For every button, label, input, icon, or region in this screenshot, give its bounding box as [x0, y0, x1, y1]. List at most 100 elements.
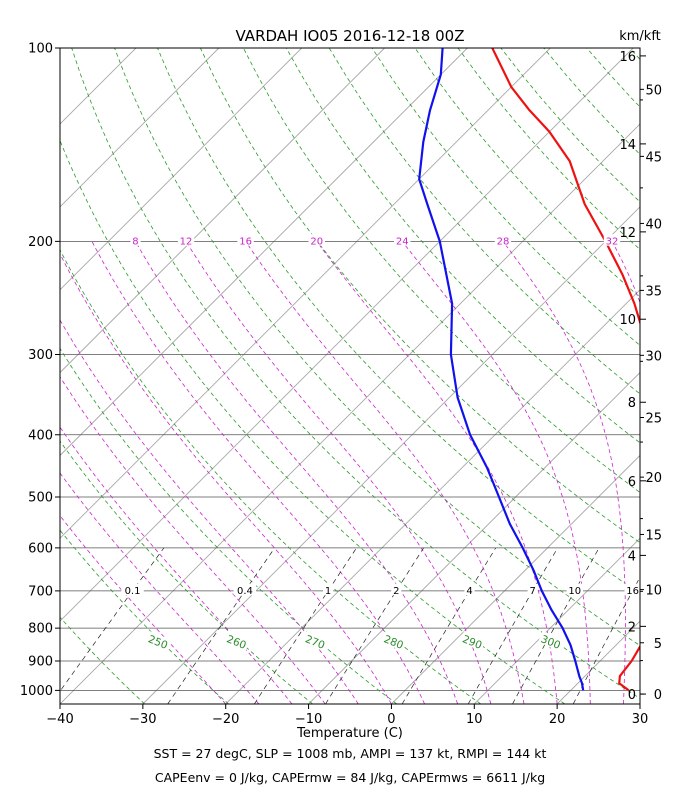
pressure-tick-label: 300: [28, 348, 53, 363]
mixing-ratio-label: 10: [566, 583, 583, 597]
plot-area: [0, 48, 700, 704]
moist-adiabat-line: [316, 241, 558, 704]
svg-text:4: 4: [466, 586, 472, 597]
moist-adiabat-label: 24: [394, 234, 411, 247]
svg-text:24: 24: [396, 236, 409, 247]
isotherm-line: [60, 48, 220, 208]
dry-adiabat-line: [60, 248, 482, 704]
plot-frame: [59, 47, 641, 705]
isotherm-line: [473, 537, 640, 704]
pressure-tick-label: 700: [28, 584, 53, 599]
temperature-profile: [491, 48, 640, 692]
moist-adiabat-line: [401, 241, 591, 704]
dry-adiabat-line: [60, 440, 313, 704]
dry-adiabat-line: [60, 347, 397, 704]
pressure-tick-label: 600: [28, 541, 53, 556]
temperature-tick-label: −20: [212, 712, 239, 727]
isotherm-line: [308, 371, 640, 704]
svg-text:7: 7: [529, 586, 535, 597]
svg-text:32: 32: [606, 236, 619, 247]
svg-text:0.1: 0.1: [125, 586, 141, 597]
kft-tick-label: 25: [645, 411, 662, 426]
svg-text:300: 300: [539, 633, 562, 652]
km-tick-label: 14: [619, 138, 636, 153]
dry-adiabat-line: [114, 48, 640, 647]
dry-adiabat-line: [60, 616, 145, 704]
isotherm-line: [60, 48, 385, 374]
kft-tick-label: 45: [645, 150, 662, 165]
moist-adiabat-line: [60, 426, 293, 704]
dry-adiabat-line: [285, 48, 640, 444]
svg-text:28: 28: [497, 236, 510, 247]
km-tick-label: 10: [619, 313, 636, 328]
pressure-tick-label: 800: [28, 622, 53, 637]
mixing-ratio-label: 4: [464, 583, 475, 597]
temperature-tick-label: −30: [129, 712, 156, 727]
dry-adiabat-line: [673, 48, 700, 704]
pressure-tick-label: 900: [28, 654, 53, 669]
moist-adiabat-label: 12: [177, 234, 195, 247]
isotherm-line: [142, 206, 640, 704]
km-tick-label: 16: [619, 50, 636, 65]
dry-adiabat-line: [200, 48, 640, 544]
dry-adiabat-label: 260: [223, 630, 251, 652]
footer-line-2: CAPEenv = 0 J/kg, CAPErmw = 84 J/kg, CAP…: [154, 770, 546, 785]
dry-adiabat-line: [371, 48, 640, 346]
temperature-tick-label: −40: [46, 712, 73, 727]
right-axis-label: km/kft: [619, 29, 661, 44]
moist-adiabat-line: [60, 252, 392, 704]
moist-adiabat-label: 32: [603, 234, 621, 247]
moist-adiabat-line: [60, 376, 326, 704]
svg-text:290: 290: [460, 633, 483, 652]
km-tick-label: 2: [628, 620, 636, 635]
km-tick-label: 4: [628, 549, 636, 564]
svg-text:0.4: 0.4: [237, 586, 253, 597]
isotherm-line: [60, 48, 468, 457]
dry-adiabat-line: [586, 48, 640, 108]
kft-tick-label: 30: [645, 349, 662, 364]
kft-tick-label: 50: [645, 83, 662, 98]
temperature-tick-label: 10: [466, 712, 483, 727]
svg-text:280: 280: [382, 633, 405, 652]
svg-text:260: 260: [225, 633, 248, 652]
moist-adiabat-line: [135, 241, 459, 704]
svg-text:16: 16: [626, 586, 639, 597]
moist-adiabat-label: 20: [308, 234, 325, 247]
dry-adiabat-line: [328, 48, 640, 395]
pressure-tick-label: 200: [28, 235, 53, 250]
mixing-ratio-line: [254, 547, 357, 704]
isotherm-line: [639, 703, 640, 704]
footer-line-1: SST = 27 degC, SLP = 1008 mb, AMPI = 137…: [153, 746, 547, 761]
isotherm-line: [391, 454, 640, 704]
moist-adiabat-line: [502, 241, 626, 704]
svg-text:1: 1: [325, 586, 331, 597]
svg-text:12: 12: [180, 236, 193, 247]
mixing-ratio-label: 7: [527, 583, 538, 597]
x-axis-label: Temperature (C): [296, 726, 403, 741]
moist-adiabat-line: [690, 241, 700, 704]
km-tick-label: 12: [619, 226, 636, 241]
pressure-tick-label: 500: [28, 491, 53, 506]
temperature-tick-label: −10: [295, 712, 322, 727]
mixing-ratio-line: [325, 547, 424, 704]
moist-adiabat-line: [60, 319, 359, 704]
isotherm-line: [60, 48, 303, 291]
isotherm-line: [225, 289, 640, 704]
svg-text:250: 250: [146, 633, 169, 652]
km-tick-label: 6: [628, 475, 636, 490]
moist-adiabat-label: 28: [494, 234, 512, 247]
pressure-tick-label: 100: [28, 42, 53, 57]
dry-adiabat-line: [500, 48, 640, 203]
dry-adiabat-line: [60, 139, 566, 704]
mixing-ratio-label: 1: [322, 583, 334, 597]
svg-text:20: 20: [310, 236, 323, 247]
skewt-chart: VARDAH IO05 2016-12-18 00Z km/kft 0.1 0.4…: [0, 27, 700, 741]
dry-adiabat-label: 250: [145, 630, 172, 652]
dry-adiabat-label: 270: [302, 630, 329, 652]
isotherm-line: [60, 48, 551, 539]
kft-tick-label: 35: [645, 284, 662, 299]
isotherm-line: [0, 48, 53, 704]
svg-text:270: 270: [303, 633, 326, 652]
kft-tick-label: 5: [654, 637, 662, 652]
